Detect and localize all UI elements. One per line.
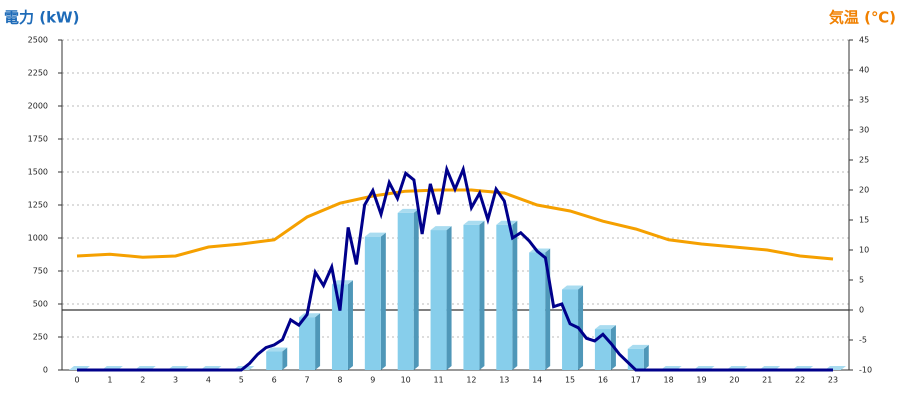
bar-top bbox=[266, 347, 288, 352]
temperature-line bbox=[76, 188, 834, 261]
bar bbox=[397, 212, 414, 370]
bar-side bbox=[446, 226, 452, 370]
right-axis-title: 気温 (℃) bbox=[829, 9, 896, 27]
y-tick-label: 2000 bbox=[28, 102, 48, 111]
y-tick-label: 500 bbox=[33, 300, 48, 309]
bar bbox=[364, 236, 381, 370]
y2-tick-label: -5 bbox=[859, 336, 867, 345]
x-tick-label: 20 bbox=[729, 376, 739, 385]
bar-top bbox=[496, 220, 518, 225]
y2-tick-label: 25 bbox=[859, 156, 869, 165]
bar-top bbox=[594, 325, 616, 330]
x-tick-label: 5 bbox=[239, 376, 244, 385]
bar-top bbox=[397, 208, 419, 213]
x-tick-label: 15 bbox=[565, 376, 575, 385]
bar-side bbox=[413, 208, 419, 370]
power-line bbox=[77, 164, 833, 372]
bar-side bbox=[512, 220, 518, 370]
x-tick-label: 12 bbox=[466, 376, 476, 385]
bar bbox=[299, 317, 316, 370]
y-tick-label: 2500 bbox=[28, 36, 48, 45]
y2-tick-label: 0 bbox=[859, 306, 864, 315]
bar-top bbox=[627, 344, 649, 349]
bar-side bbox=[479, 220, 485, 370]
bar-side bbox=[380, 232, 386, 370]
x-tick-label: 10 bbox=[401, 376, 411, 385]
x-tick-label: 13 bbox=[499, 376, 509, 385]
y2-tick-label: 40 bbox=[859, 66, 869, 75]
y-tick-label: 2250 bbox=[28, 69, 48, 78]
x-tick-label: 2 bbox=[140, 376, 145, 385]
x-tick-label: 6 bbox=[272, 376, 277, 385]
bar bbox=[430, 230, 447, 370]
y-tick-label: 1250 bbox=[28, 201, 48, 210]
y-tick-label: 250 bbox=[33, 333, 48, 342]
bar bbox=[627, 348, 644, 370]
y2-tick-label: 15 bbox=[859, 216, 869, 225]
bar-side bbox=[347, 280, 353, 370]
x-tick-label: 7 bbox=[305, 376, 310, 385]
bar-top bbox=[430, 226, 452, 231]
x-tick-label: 19 bbox=[696, 376, 706, 385]
bar bbox=[331, 284, 348, 370]
bar-side bbox=[643, 344, 649, 370]
bar-side bbox=[578, 285, 584, 370]
x-tick-label: 9 bbox=[370, 376, 375, 385]
bar bbox=[496, 224, 513, 370]
y2-tick-label: 45 bbox=[859, 36, 869, 45]
bar-top bbox=[562, 285, 584, 290]
left-axis-title: 電力 (kW) bbox=[4, 9, 79, 27]
x-tick-label: 8 bbox=[337, 376, 342, 385]
y2-tick-label: -10 bbox=[859, 366, 872, 375]
bar bbox=[463, 224, 480, 370]
y2-tick-label: 20 bbox=[859, 186, 869, 195]
y2-tick-label: 5 bbox=[859, 276, 864, 285]
bar bbox=[266, 351, 283, 370]
y-tick-label: 0 bbox=[43, 366, 48, 375]
x-tick-label: 16 bbox=[598, 376, 608, 385]
x-tick-label: 23 bbox=[828, 376, 838, 385]
x-tick-label: 3 bbox=[173, 376, 178, 385]
bar-top bbox=[463, 220, 485, 225]
bar bbox=[562, 289, 579, 370]
y-tick-label: 750 bbox=[33, 267, 48, 276]
x-tick-label: 22 bbox=[795, 376, 805, 385]
bar-top bbox=[364, 232, 386, 237]
x-tick-label: 17 bbox=[631, 376, 641, 385]
x-tick-label: 18 bbox=[664, 376, 674, 385]
x-tick-label: 1 bbox=[107, 376, 112, 385]
y2-tick-label: 10 bbox=[859, 246, 869, 255]
x-tick-label: 0 bbox=[74, 376, 79, 385]
y-tick-label: 1500 bbox=[28, 168, 48, 177]
x-tick-label: 21 bbox=[762, 376, 772, 385]
x-tick-label: 4 bbox=[206, 376, 211, 385]
bar bbox=[529, 252, 546, 370]
y2-tick-label: 30 bbox=[859, 126, 869, 135]
x-tick-label: 14 bbox=[532, 376, 542, 385]
y-tick-label: 1750 bbox=[28, 135, 48, 144]
y-tick-label: 1000 bbox=[28, 234, 48, 243]
y2-tick-label: 35 bbox=[859, 96, 869, 105]
bar-side bbox=[282, 347, 288, 370]
bar-side bbox=[315, 313, 321, 370]
x-tick-label: 11 bbox=[433, 376, 443, 385]
